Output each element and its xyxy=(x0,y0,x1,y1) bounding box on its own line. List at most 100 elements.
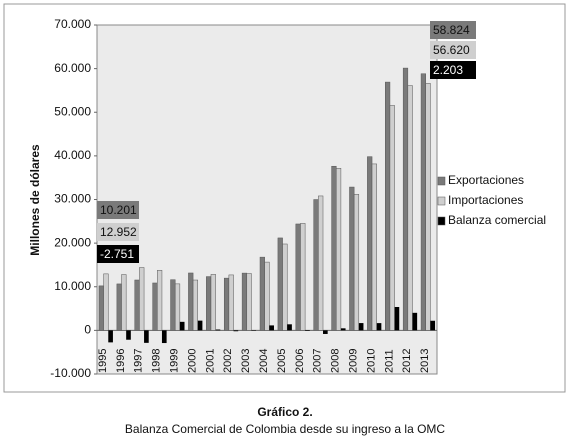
bar xyxy=(174,283,181,331)
legend-swatch xyxy=(437,196,446,206)
bar xyxy=(305,330,310,331)
bar xyxy=(188,272,194,331)
label-box xyxy=(430,41,476,59)
bar xyxy=(103,273,109,331)
x-tick-label: 2009 xyxy=(347,349,359,373)
label-box xyxy=(430,61,476,79)
bar xyxy=(206,276,212,331)
caption: Balanza Comercial de Colombia desde su i… xyxy=(125,422,445,436)
bar xyxy=(179,321,185,331)
bar xyxy=(295,223,301,331)
bar xyxy=(313,199,319,331)
bar xyxy=(349,186,355,331)
label-box xyxy=(430,21,476,39)
bar xyxy=(412,312,418,331)
bar xyxy=(192,279,198,331)
bar xyxy=(161,330,167,344)
bar xyxy=(376,323,382,331)
x-tick-label: 2002 xyxy=(222,349,234,373)
data-label: -2.751 xyxy=(100,247,134,261)
y-tick-label: 30.000 xyxy=(54,192,91,206)
caption-title: Gráfico 2. xyxy=(257,405,312,419)
legend-swatch xyxy=(437,216,446,226)
x-tick-label: 2010 xyxy=(365,349,377,373)
bar xyxy=(241,272,248,331)
bar xyxy=(323,330,328,334)
y-tick-label: 70.000 xyxy=(54,17,91,31)
legend-swatch xyxy=(437,176,446,186)
label-box xyxy=(97,223,139,241)
bar xyxy=(121,274,127,331)
bar xyxy=(157,270,163,331)
bar xyxy=(389,105,395,331)
bar xyxy=(116,283,122,331)
x-tick-label: 2005 xyxy=(276,349,288,373)
bar xyxy=(425,83,431,331)
bar xyxy=(228,274,234,331)
data-label: 10.201 xyxy=(100,203,137,217)
bar xyxy=(233,330,239,332)
x-tick-label: 2001 xyxy=(204,349,216,373)
bar xyxy=(340,328,346,331)
bar xyxy=(318,195,324,331)
frame xyxy=(3,3,566,393)
bar xyxy=(223,277,230,331)
y-tick-label: -10.000 xyxy=(50,366,91,380)
x-tick-label: 2000 xyxy=(186,349,198,373)
bar xyxy=(287,324,292,331)
y-tick-label: 60.000 xyxy=(54,61,91,75)
bar xyxy=(152,282,158,331)
legend-label: Importaciones xyxy=(448,193,523,207)
bar xyxy=(269,325,274,331)
bar xyxy=(210,274,216,331)
bar xyxy=(402,67,409,331)
bar xyxy=(353,194,360,331)
legend-label: Balanza comercial xyxy=(448,213,546,227)
bar xyxy=(98,285,104,331)
bar xyxy=(197,320,203,331)
y-tick-label: 40.000 xyxy=(54,148,91,162)
bar xyxy=(108,330,113,343)
bar xyxy=(385,81,391,331)
y-axis-label: Millones de dólares xyxy=(28,144,42,256)
y-tick-label: 20.000 xyxy=(54,235,91,249)
label-box xyxy=(97,201,139,219)
x-tick-label: 2004 xyxy=(258,349,270,373)
bar xyxy=(282,243,288,331)
x-tick-label: 1999 xyxy=(169,349,181,373)
x-tick-label: 1996 xyxy=(115,349,127,373)
bar xyxy=(371,163,377,331)
x-tick-label: 2006 xyxy=(294,349,306,373)
bar xyxy=(170,279,176,331)
y-tick-label: 0 xyxy=(84,323,91,337)
x-tick-label: 1998 xyxy=(151,349,163,373)
label-box xyxy=(97,245,139,263)
bar xyxy=(139,267,145,331)
data-label: 2.203 xyxy=(433,63,463,77)
legend-label: Exportaciones xyxy=(448,173,524,187)
bar xyxy=(277,237,283,331)
x-tick-label: 1995 xyxy=(97,349,109,373)
x-tick-label: 2003 xyxy=(240,349,252,373)
bar xyxy=(300,223,306,331)
bar xyxy=(407,85,413,331)
x-tick-label: 2011 xyxy=(383,349,395,373)
bar xyxy=(144,330,149,343)
bar xyxy=(126,330,131,340)
data-label: 12.952 xyxy=(100,225,137,239)
bar xyxy=(259,256,265,331)
bar xyxy=(367,156,373,331)
bar xyxy=(430,320,436,331)
x-tick-label: 2008 xyxy=(330,349,342,373)
x-tick-label: 2007 xyxy=(312,349,324,373)
y-tick-label: 50.000 xyxy=(54,104,91,118)
bar xyxy=(420,73,426,331)
x-tick-label: 2012 xyxy=(401,349,413,373)
x-tick-label: 2013 xyxy=(419,349,431,373)
bar xyxy=(246,273,252,331)
bar xyxy=(264,261,270,331)
bar xyxy=(215,329,221,331)
bar xyxy=(336,168,342,331)
data-label: 56.620 xyxy=(433,43,470,57)
